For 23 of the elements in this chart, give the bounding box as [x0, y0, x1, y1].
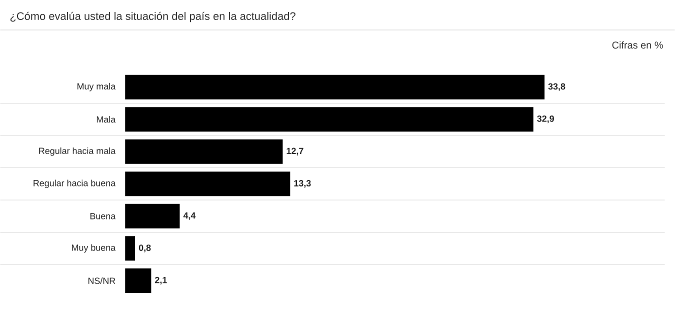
y-tick-label: Muy buena [72, 244, 116, 253]
y-tick-label: Buena [90, 213, 116, 220]
bar [125, 107, 534, 132]
bar [125, 236, 136, 261]
data-label: 13,3 [294, 180, 311, 188]
data-label: 33,8 [548, 83, 566, 92]
data-label: 12,7 [286, 148, 304, 156]
chart-title: ¿Cómo evalúa usted la situación del país en la actualidad? [10, 12, 296, 22]
text: Cifras en % [612, 41, 663, 49]
bar [125, 74, 545, 100]
y-tick-label: Mala [96, 116, 116, 123]
data-label: 0,8 [138, 244, 151, 252]
data-label: 2,1 [155, 276, 167, 285]
bar [125, 139, 283, 164]
y-tick-label: NS/NR [88, 277, 116, 284]
data-label: 32,9 [537, 116, 554, 124]
bar [125, 204, 180, 229]
y-tick-label: Regular hacia mala [39, 148, 116, 156]
y-tick-label: Muy mala [78, 83, 116, 92]
y-tick-label: Regular hacia buena [34, 180, 116, 188]
bar [125, 268, 152, 294]
data-label: 4,4 [183, 212, 196, 220]
bar [125, 172, 290, 196]
